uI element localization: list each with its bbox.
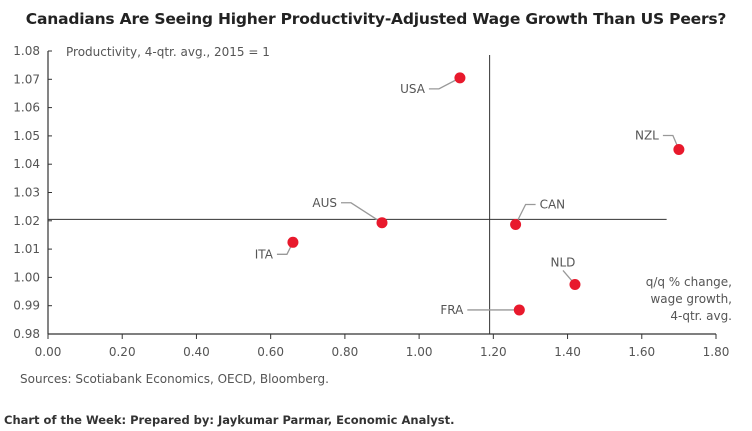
- data-point-nzl: [673, 143, 685, 155]
- point-label-aus: AUS: [312, 196, 337, 210]
- data-point-ita: [287, 236, 299, 248]
- x-tick-label: 0.60: [257, 345, 284, 359]
- leader-line: [428, 77, 461, 90]
- sources-note: Sources: Scotiabank Economics, OECD, Blo…: [20, 372, 329, 386]
- point-label-usa: USA: [400, 82, 426, 96]
- point-label-nld: NLD: [551, 255, 576, 269]
- data-point-usa: [454, 72, 466, 84]
- y-tick-label: 1.06: [13, 101, 40, 115]
- x-tick-label: 1.60: [628, 345, 655, 359]
- chart-title: Canadians Are Seeing Higher Productivity…: [25, 10, 727, 28]
- data-point-fra: [513, 304, 525, 316]
- point-label-ita: ITA: [255, 247, 274, 261]
- data-point-can: [510, 218, 522, 230]
- y-tick-label: 1.07: [13, 72, 40, 86]
- y-tick-label: 0.99: [13, 299, 40, 313]
- x-tick-label: 0.40: [183, 345, 210, 359]
- y-tick-label: 0.98: [13, 327, 40, 341]
- x-axis-title-line: q/q % change,: [646, 275, 732, 289]
- x-axis-title-line: wage growth,: [650, 292, 732, 306]
- y-axis-title: Productivity, 4-qtr. avg., 2015 = 1: [66, 45, 270, 59]
- x-tick-label: 1.80: [703, 345, 730, 359]
- point-label-fra: FRA: [440, 303, 464, 317]
- x-tick-label: 1.40: [554, 345, 581, 359]
- x-tick-label: 0.20: [109, 345, 136, 359]
- leader-line: [341, 202, 383, 224]
- y-tick-label: 1.02: [13, 214, 40, 228]
- y-tick-label: 1.04: [13, 157, 40, 171]
- data-point-nld: [569, 278, 581, 290]
- y-tick-label: 1.01: [13, 242, 40, 256]
- y-tick-label: 1.05: [13, 129, 40, 143]
- x-tick-label: 1.00: [406, 345, 433, 359]
- y-tick-label: 1.03: [13, 186, 40, 200]
- point-label-can: CAN: [540, 197, 566, 211]
- y-tick-label: 1.00: [13, 270, 40, 284]
- x-tick-label: 1.20: [480, 345, 507, 359]
- point-label-nzl: NZL: [635, 128, 659, 142]
- footer-credit: Chart of the Week: Prepared by: Jaykumar…: [4, 413, 455, 427]
- x-tick-label: 0.80: [332, 345, 359, 359]
- x-tick-label: 0.00: [35, 345, 62, 359]
- y-tick-label: 1.08: [13, 44, 40, 58]
- data-point-aus: [376, 217, 388, 229]
- x-axis-title-line: 4-qtr. avg.: [670, 309, 732, 323]
- leader-line: [515, 203, 536, 225]
